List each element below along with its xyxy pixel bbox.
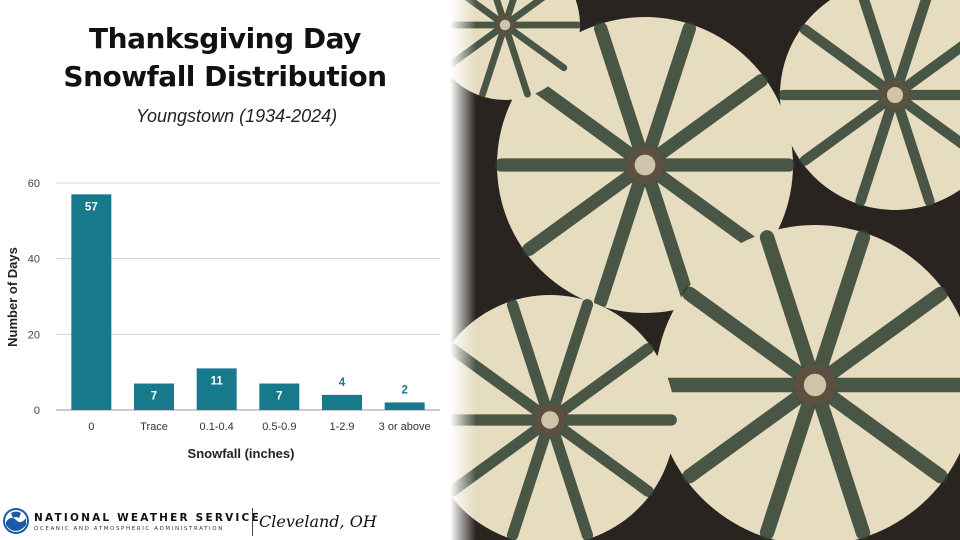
x-tick-label-4: 1-2.9	[329, 421, 354, 433]
y-tick-label: 40	[28, 254, 40, 266]
x-axis-title: Snowfall (inches)	[188, 446, 295, 461]
photo-fade	[450, 0, 476, 540]
bar-0	[71, 194, 112, 410]
y-axis-title: Number of Days	[5, 247, 20, 347]
pumpkins-photo	[450, 0, 960, 540]
bar-3	[259, 383, 300, 410]
pumpkin-2	[450, 295, 677, 540]
nws-name: NATIONAL WEATHER SERVICE	[34, 512, 261, 524]
left-panel: Thanksgiving Day Snowfall Distribution Y…	[0, 0, 460, 540]
bar-1	[134, 383, 174, 410]
pumpkin-3	[778, 0, 960, 210]
pumpkins-illustration	[450, 0, 960, 540]
data-label-1: 7	[151, 391, 157, 403]
data-label-2: 11	[211, 375, 224, 387]
pumpkin-1	[652, 225, 960, 540]
y-tick-label: 20	[28, 329, 40, 341]
y-tick-label: 60	[28, 178, 40, 190]
page-title-line-1: Thanksgiving Day	[89, 22, 361, 55]
data-label-5: 2	[401, 384, 407, 396]
x-tick-label-5: 3 or above	[379, 421, 431, 433]
y-tick-label: 0	[34, 405, 40, 417]
office-name: Cleveland, OH	[259, 512, 377, 531]
nws-subtitle: OCEANIC AND ATMOSPHERIC ADMINISTRATION	[34, 526, 224, 532]
x-tick-label-3: 0.5-0.9	[262, 421, 296, 433]
footer-divider	[252, 508, 253, 536]
x-tick-label-0: 0	[88, 421, 94, 433]
data-label-4: 4	[339, 377, 346, 389]
noaa-logo-icon	[3, 508, 29, 534]
pumpkin-0	[494, 17, 796, 313]
footer: NATIONAL WEATHER SERVICE OCEANIC AND ATM…	[0, 504, 460, 540]
page-title-line-2: Snowfall Distribution	[63, 60, 387, 93]
data-label-0: 57	[85, 201, 98, 213]
subtitle: Youngstown (1934-2024)	[136, 106, 338, 126]
bar-4	[322, 394, 362, 410]
snowfall-bar-chart: 0 20 40 60 57 0 7 Trace 11 0.1-0.4 7 0.5-0.9 4 1-2.9 2…	[5, 178, 440, 461]
x-tick-label-2: 0.1-0.4	[200, 421, 234, 433]
bar-2	[196, 368, 237, 410]
data-label-3: 7	[276, 391, 282, 403]
bar-5	[384, 402, 425, 410]
x-tick-label-1: Trace	[140, 421, 168, 433]
